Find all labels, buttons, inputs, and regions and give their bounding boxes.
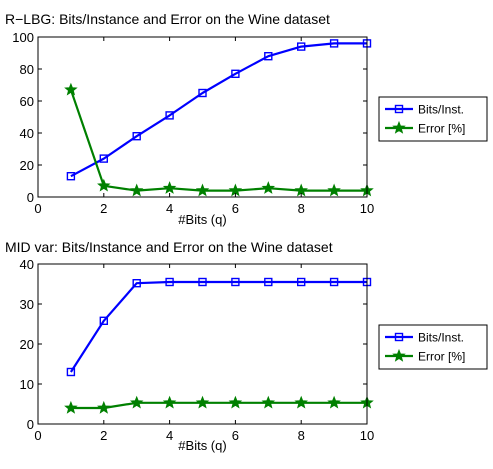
chart-2: MID var: Bits/Instance and Error on the … <box>5 239 488 453</box>
data-point <box>97 400 111 414</box>
data-point <box>327 183 341 197</box>
y-tick-label: 10 <box>20 377 34 392</box>
data-point <box>297 277 306 287</box>
x-tick-label: 6 <box>232 428 239 443</box>
legend-label: Error [%] <box>418 122 465 136</box>
plot-frame <box>37 36 368 198</box>
legend-box <box>378 324 488 370</box>
y-tick-label: 100 <box>12 30 34 45</box>
data-point <box>261 181 276 194</box>
legend-label: Bits/Inst. <box>418 103 464 117</box>
series-line-1 <box>69 280 367 373</box>
data-point <box>162 181 177 194</box>
x-tick-label: 0 <box>34 201 41 216</box>
data-point <box>64 400 78 414</box>
legend-marker <box>394 332 404 342</box>
y-tick-label: 0 <box>27 190 34 205</box>
y-tick-label: 20 <box>20 337 34 352</box>
data-point <box>198 277 207 287</box>
data-point <box>264 277 273 287</box>
legend-label: Error [%] <box>418 350 465 364</box>
data-point <box>329 277 339 287</box>
x-tick-label: 4 <box>166 428 173 443</box>
y-tick-label: 30 <box>20 297 34 312</box>
chart-title: R−LBG: Bits/Instance and Error on the Wi… <box>5 11 330 27</box>
x-tick-label: 2 <box>100 428 107 443</box>
data-point <box>264 52 273 61</box>
data-point <box>129 183 144 197</box>
chart-1: R−LBG: Bits/Instance and Error on the Wi… <box>5 11 488 227</box>
data-point <box>195 183 210 197</box>
data-point <box>294 395 308 409</box>
data-point <box>162 395 177 409</box>
x-tick-label: 0 <box>34 428 41 443</box>
x-tick-label: 4 <box>166 201 173 216</box>
data-point <box>99 154 109 163</box>
x-tick-label: 2 <box>100 201 107 216</box>
data-point <box>327 395 341 409</box>
data-point <box>132 131 141 141</box>
data-point <box>66 367 76 377</box>
legend-marker <box>392 348 406 362</box>
y-tick-label: 40 <box>20 126 34 141</box>
data-point <box>165 277 174 287</box>
y-tick-label: 20 <box>20 158 34 173</box>
x-tick-label: 10 <box>360 428 374 443</box>
x-tick-label: 6 <box>232 201 239 216</box>
x-axis-label: #Bits (q) <box>178 212 226 227</box>
series-line-2 <box>69 89 367 192</box>
legend-marker <box>392 120 406 134</box>
y-tick-label: 60 <box>20 94 34 109</box>
data-point <box>99 316 109 325</box>
data-point <box>198 88 207 98</box>
data-point <box>97 178 111 192</box>
x-tick-label: 8 <box>298 428 305 443</box>
series-line-2 <box>70 401 367 410</box>
data-point <box>231 69 240 79</box>
data-point <box>297 42 306 51</box>
data-point <box>165 111 174 120</box>
legend-marker <box>394 104 404 114</box>
y-tick-label: 40 <box>20 257 34 272</box>
data-point <box>329 39 339 48</box>
series-line-1 <box>70 42 367 178</box>
data-point <box>64 82 78 96</box>
data-point <box>231 277 240 287</box>
y-tick-label: 0 <box>27 417 34 432</box>
data-point <box>228 395 243 409</box>
x-tick-label: 10 <box>360 201 374 216</box>
data-point <box>261 395 276 409</box>
legend-box <box>378 96 488 142</box>
data-point <box>195 395 210 409</box>
y-tick-label: 80 <box>20 62 34 77</box>
chart-title: MID var: Bits/Instance and Error on the … <box>5 239 333 255</box>
data-point <box>132 279 141 288</box>
x-axis-label: #Bits (q) <box>178 438 226 453</box>
data-point <box>129 395 144 409</box>
legend: Bits/Inst. Error [%] <box>378 324 488 370</box>
x-tick-label: 8 <box>298 201 305 216</box>
legend: Bits/Inst. Error [%] <box>378 96 488 142</box>
legend-label: Bits/Inst. <box>418 331 464 345</box>
data-point <box>66 171 76 181</box>
